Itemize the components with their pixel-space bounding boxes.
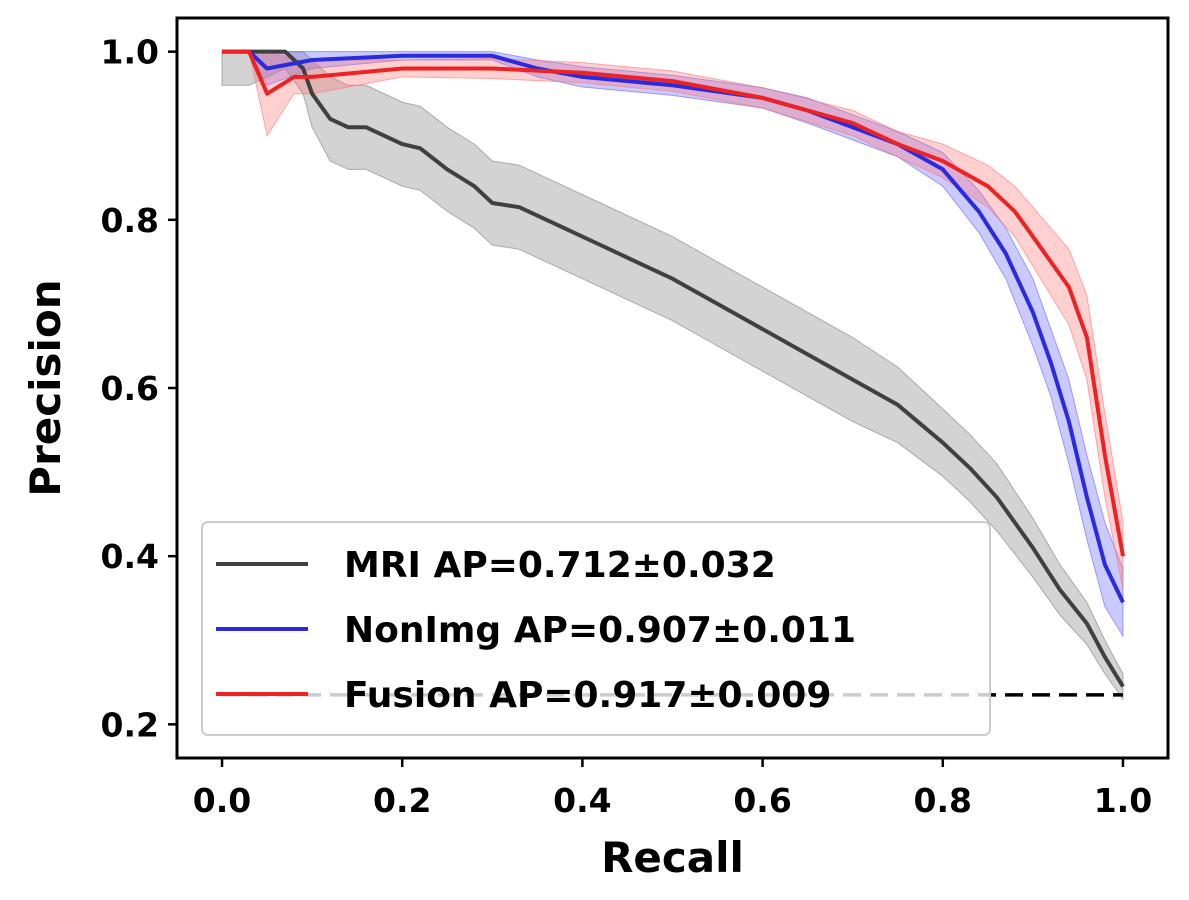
line-series-1 — [222, 49, 1125, 604]
legend: MRI AP=0.712±0.032 NonImg AP=0.907±0.011 F… — [201, 521, 991, 736]
y-tick-label: 0.4 — [101, 537, 159, 576]
line-series-0 — [222, 49, 1125, 688]
line-series-2 — [222, 49, 1125, 557]
x-tick-label: 0.0 — [193, 781, 251, 820]
x-tick-label: 0.6 — [733, 781, 791, 820]
x-axis-ticks: 0.0 0.2 0.4 0.6 0.8 1.0 — [193, 758, 1152, 820]
band-series-1 — [222, 51, 1124, 638]
confidence-bands — [221, 51, 1124, 701]
y-tick-label: 0.8 — [101, 201, 159, 240]
y-axis-label: Precision — [21, 279, 70, 496]
y-axis-ticks: 0.2 0.4 0.6 0.8 1.0 — [101, 33, 177, 744]
y-tick-label: 1.0 — [101, 33, 159, 72]
x-tick-label: 1.0 — [1094, 781, 1152, 820]
legend-label: MRI AP=0.712±0.032 — [344, 545, 776, 586]
legend-label: Fusion AP=0.917±0.009 — [344, 675, 831, 716]
legend-box — [201, 521, 991, 736]
x-tick-label: 0.4 — [553, 781, 611, 820]
x-axis-label: Recall — [601, 833, 744, 882]
legend-label: NonImg AP=0.907±0.011 — [344, 610, 856, 651]
x-tick-label: 0.8 — [914, 781, 972, 820]
y-tick-label: 0.2 — [101, 705, 159, 744]
band-series-0 — [221, 51, 1124, 701]
x-tick-label: 0.2 — [373, 781, 431, 820]
y-tick-label: 0.6 — [101, 369, 159, 408]
series-lines — [222, 49, 1125, 688]
